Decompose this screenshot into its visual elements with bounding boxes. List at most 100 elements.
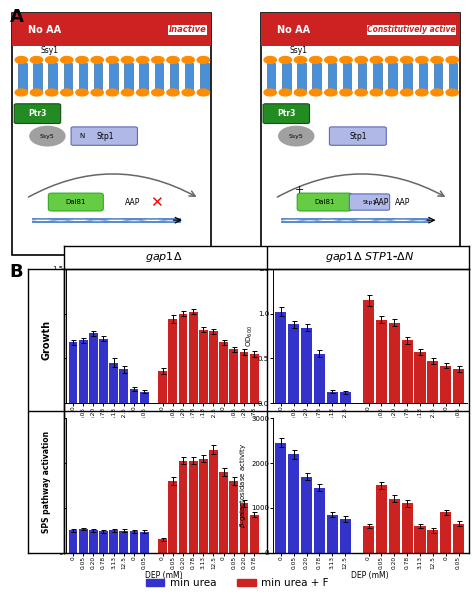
Bar (275, 443, 286, 553)
Bar (327, 515, 338, 553)
Text: Stp1: Stp1 (97, 132, 114, 141)
Text: Stp1: Stp1 (349, 132, 366, 141)
FancyBboxPatch shape (48, 193, 103, 211)
Circle shape (76, 89, 88, 96)
Bar (301, 477, 312, 553)
Bar (199, 330, 208, 403)
FancyBboxPatch shape (155, 63, 163, 91)
Text: SPS pathway activation: SPS pathway activation (42, 431, 51, 533)
FancyBboxPatch shape (94, 63, 102, 91)
Bar (229, 481, 238, 553)
FancyBboxPatch shape (185, 63, 193, 91)
Circle shape (15, 89, 27, 96)
Circle shape (61, 57, 73, 63)
FancyBboxPatch shape (139, 63, 148, 91)
FancyBboxPatch shape (33, 63, 42, 91)
X-axis label: DEP (mM): DEP (mM) (145, 571, 182, 580)
Bar (250, 354, 258, 403)
Bar (250, 515, 258, 553)
FancyBboxPatch shape (124, 63, 133, 91)
Circle shape (294, 89, 307, 96)
Text: Ssy5: Ssy5 (289, 133, 304, 138)
Text: Dal81: Dal81 (314, 199, 335, 205)
Bar (376, 486, 387, 553)
Circle shape (30, 89, 43, 96)
FancyBboxPatch shape (388, 63, 397, 91)
FancyBboxPatch shape (48, 63, 57, 91)
Bar (69, 342, 77, 403)
Bar (179, 313, 187, 403)
Bar (389, 499, 400, 553)
Bar (158, 371, 167, 403)
Text: $gap1\Delta$: $gap1\Delta$ (145, 250, 182, 265)
Circle shape (91, 57, 103, 63)
Circle shape (279, 126, 314, 146)
Circle shape (416, 57, 428, 63)
Circle shape (182, 57, 194, 63)
Bar (99, 339, 108, 403)
Bar (69, 530, 77, 553)
Text: Ssy5: Ssy5 (40, 133, 55, 138)
Text: B: B (9, 263, 23, 281)
FancyBboxPatch shape (64, 63, 72, 91)
Bar (239, 503, 248, 553)
FancyBboxPatch shape (434, 63, 442, 91)
Bar (440, 512, 451, 553)
Circle shape (152, 57, 164, 63)
Bar (401, 341, 413, 403)
Bar (209, 332, 218, 403)
Circle shape (197, 57, 210, 63)
FancyBboxPatch shape (71, 127, 137, 146)
Circle shape (294, 57, 307, 63)
Bar (239, 352, 248, 403)
FancyBboxPatch shape (282, 63, 291, 91)
Circle shape (197, 89, 210, 96)
Bar (327, 391, 338, 403)
Circle shape (30, 57, 43, 63)
Bar (140, 391, 148, 403)
Bar (376, 320, 387, 403)
Bar (427, 530, 438, 553)
Bar (401, 503, 413, 553)
Bar (301, 328, 312, 403)
Bar (158, 539, 167, 553)
Text: +: + (295, 185, 304, 195)
Circle shape (46, 57, 58, 63)
Circle shape (325, 57, 337, 63)
X-axis label: DEP (mM): DEP (mM) (145, 421, 182, 430)
FancyBboxPatch shape (403, 63, 412, 91)
Circle shape (106, 57, 118, 63)
FancyBboxPatch shape (267, 63, 275, 91)
Bar (119, 369, 128, 403)
Y-axis label: $\beta$-galactosidase activity: $\beta$-galactosidase activity (238, 443, 248, 528)
Circle shape (385, 89, 398, 96)
Bar (89, 530, 98, 553)
Y-axis label: OD$_{600}$: OD$_{600}$ (39, 325, 49, 347)
Text: Dal81: Dal81 (65, 199, 86, 205)
Bar (363, 525, 374, 553)
Bar (363, 300, 374, 403)
FancyBboxPatch shape (18, 63, 27, 91)
Circle shape (446, 89, 458, 96)
FancyBboxPatch shape (297, 63, 306, 91)
Bar (129, 389, 138, 403)
Bar (109, 530, 118, 553)
Circle shape (370, 89, 383, 96)
FancyBboxPatch shape (419, 63, 427, 91)
Text: Constitutively active: Constitutively active (367, 25, 456, 34)
Bar (199, 458, 208, 553)
Circle shape (137, 89, 149, 96)
Bar (140, 532, 148, 553)
Bar (189, 312, 198, 403)
Text: Ptr3: Ptr3 (277, 109, 295, 118)
Bar (219, 342, 228, 403)
Bar (314, 487, 325, 553)
Bar (275, 312, 286, 403)
Bar (209, 449, 218, 553)
X-axis label: DEP (mM): DEP (mM) (351, 421, 389, 430)
Circle shape (340, 57, 352, 63)
Y-axis label: OD$_{600}$: OD$_{600}$ (245, 325, 255, 347)
Bar (229, 349, 238, 403)
Circle shape (121, 57, 134, 63)
Bar (440, 365, 451, 403)
